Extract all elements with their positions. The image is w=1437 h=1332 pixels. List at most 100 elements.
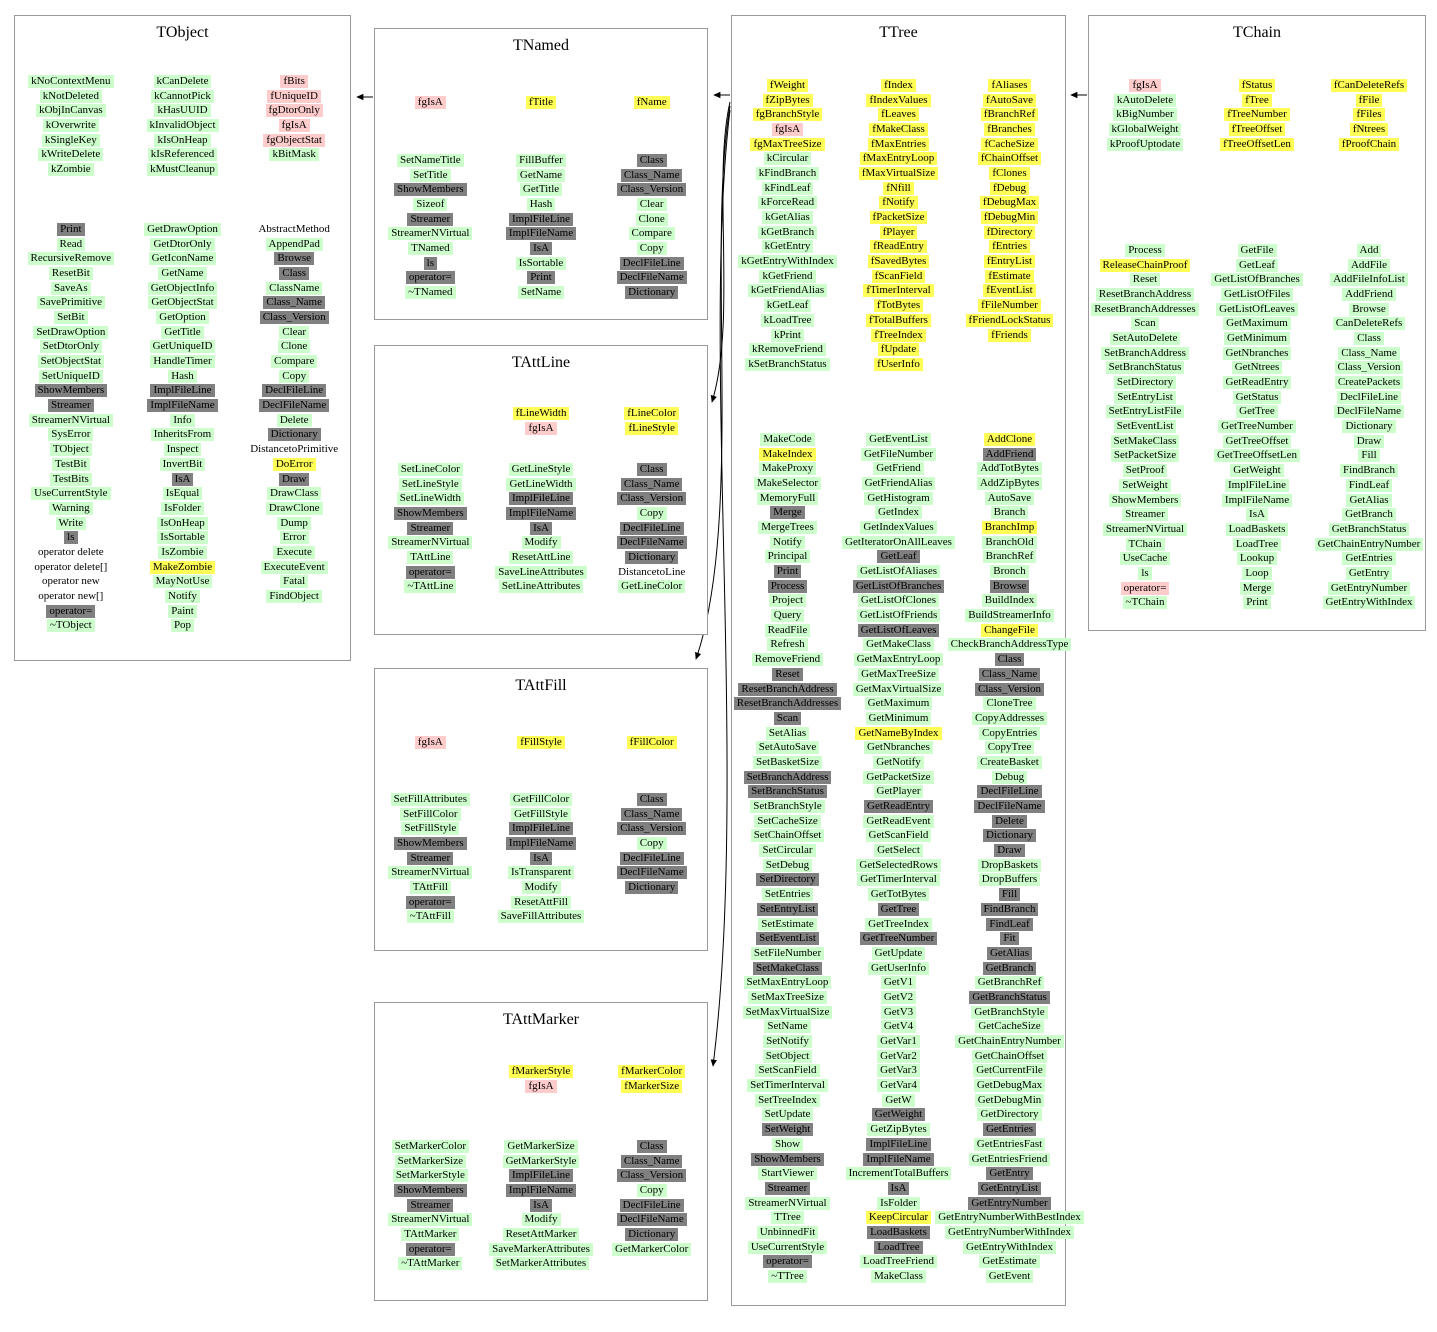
member-DeclFileName[interactable]: DeclFileName <box>616 1213 687 1227</box>
member-MakeSelector[interactable]: MakeSelector <box>753 476 822 490</box>
member-SetLineWidth[interactable]: SetLineWidth <box>396 492 464 506</box>
member-fEventList[interactable]: fEventList <box>983 284 1036 298</box>
member-DeclFileLine[interactable]: DeclFileLine <box>619 1198 684 1212</box>
member-Delete[interactable]: Delete <box>992 814 1027 828</box>
member-Loop[interactable]: Loop <box>1242 566 1272 580</box>
member-StreamerNVirtual[interactable]: StreamerNVirtual <box>745 1196 830 1210</box>
member-fEntries[interactable]: fEntries <box>989 240 1030 254</box>
member-SetDebug[interactable]: SetDebug <box>762 858 813 872</box>
member-GetMaxTreeSize[interactable]: GetMaxTreeSize <box>858 667 939 681</box>
member-Sizeof[interactable]: Sizeof <box>413 197 448 211</box>
member-kIsOnHeap[interactable]: kIsOnHeap <box>154 133 211 147</box>
member-SetFileNumber[interactable]: SetFileNumber <box>750 946 825 960</box>
member-SetDirectory[interactable]: SetDirectory <box>1113 376 1177 390</box>
member-DeclFileLine[interactable]: DeclFileLine <box>1336 390 1402 404</box>
member-StreamerNVirtual[interactable]: StreamerNVirtual <box>388 866 473 880</box>
member-LoadTreeFriend[interactable]: LoadTreeFriend <box>859 1255 938 1269</box>
member-fgObjectStat[interactable]: fgObjectStat <box>263 133 325 147</box>
member-SetMarkerColor[interactable]: SetMarkerColor <box>391 1139 470 1153</box>
member-KeepCircular[interactable]: KeepCircular <box>865 1211 932 1225</box>
member-SetScanField[interactable]: SetScanField <box>755 1064 820 1078</box>
member-ResetAttMarker[interactable]: ResetAttMarker <box>502 1227 580 1241</box>
member-ShowMembers[interactable]: ShowMembers <box>394 1183 467 1197</box>
member-LoadBaskets[interactable]: LoadBaskets <box>867 1225 930 1239</box>
member-kFindLeaf[interactable]: kFindLeaf <box>761 181 814 195</box>
member-Streamer[interactable]: Streamer <box>407 851 454 865</box>
member-Browse[interactable]: Browse <box>274 252 314 266</box>
member-ResetBit[interactable]: ResetBit <box>48 266 93 280</box>
member-GetReadEntry[interactable]: GetReadEntry <box>1222 376 1292 390</box>
member-SetMarkerAttributes[interactable]: SetMarkerAttributes <box>492 1257 590 1271</box>
member-kGetEntry[interactable]: kGetEntry <box>761 240 814 254</box>
member-Copy[interactable]: Copy <box>636 506 667 520</box>
member-DistancetoPrimitive[interactable]: DistancetoPrimitive <box>250 443 339 456</box>
member-~TAttMarker[interactable]: ~TAttMarker <box>398 1257 463 1271</box>
member-fgBranchStyle[interactable]: fgBranchStyle <box>752 108 823 122</box>
member-GetVar3[interactable]: GetVar3 <box>877 1064 920 1078</box>
member-ImplFileLine[interactable]: ImplFileLine <box>1224 478 1290 492</box>
member-FindLeaf[interactable]: FindLeaf <box>986 917 1033 931</box>
member-ExecuteEvent[interactable]: ExecuteEvent <box>260 560 328 574</box>
member-Fit[interactable]: Fit <box>1000 932 1019 946</box>
member-GetBranchStyle[interactable]: GetBranchStyle <box>971 1005 1048 1019</box>
member-Dictionary[interactable]: Dictionary <box>267 428 321 442</box>
member-GetTreeOffsetLen[interactable]: GetTreeOffsetLen <box>1213 449 1301 463</box>
member-GetFileNumber[interactable]: GetFileNumber <box>860 447 937 461</box>
member-ClassName[interactable]: ClassName <box>266 281 323 295</box>
member-DeclFileName[interactable]: DeclFileName <box>1333 405 1405 419</box>
member-GetEstimate[interactable]: GetEstimate <box>979 1255 1040 1269</box>
member-kGlobalWeight[interactable]: kGlobalWeight <box>1108 122 1182 136</box>
member-BuildStreamerInfo[interactable]: BuildStreamerInfo <box>965 609 1054 623</box>
member-kSingleKey[interactable]: kSingleKey <box>41 133 100 147</box>
member-GetCurrentFile[interactable]: GetCurrentFile <box>973 1064 1046 1078</box>
member-SetUpdate[interactable]: SetUpdate <box>761 1108 814 1122</box>
member-GetTreeNumber[interactable]: GetTreeNumber <box>1218 420 1296 434</box>
member-fFriends[interactable]: fFriends <box>988 328 1031 342</box>
member-GetEntryNumber[interactable]: GetEntryNumber <box>968 1196 1051 1210</box>
member-Compare[interactable]: Compare <box>271 355 318 369</box>
member-SetName[interactable]: SetName <box>764 1020 811 1034</box>
member-fFileNumber[interactable]: fFileNumber <box>978 299 1041 313</box>
member-Process[interactable]: Process <box>1125 243 1165 257</box>
member-GetBranch[interactable]: GetBranch <box>982 961 1037 975</box>
member-IsZombie[interactable]: IsZombie <box>158 545 207 559</box>
member-GetBranch[interactable]: GetBranch <box>1342 508 1396 522</box>
member-SetPacketSize[interactable]: SetPacketSize <box>1110 449 1180 463</box>
member-DrawClone[interactable]: DrawClone <box>265 501 323 515</box>
member-GetLeaf[interactable]: GetLeaf <box>1235 258 1279 272</box>
member-fMaxVirtualSize[interactable]: fMaxVirtualSize <box>858 166 939 180</box>
member-fgDtorOnly[interactable]: fgDtorOnly <box>265 104 323 118</box>
member-AutoSave[interactable]: AutoSave <box>984 491 1035 505</box>
member-ResetBranchAddress[interactable]: ResetBranchAddress <box>738 682 837 696</box>
member-SaveMarkerAttributes[interactable]: SaveMarkerAttributes <box>489 1242 593 1256</box>
member-GetWeight[interactable]: GetWeight <box>1230 464 1284 478</box>
member-GetListOfLeaves[interactable]: GetListOfLeaves <box>1216 302 1298 316</box>
member-ChangeFile[interactable]: ChangeFile <box>981 623 1038 637</box>
member-ImplFileLine[interactable]: ImplFileLine <box>508 492 574 506</box>
member-Modify[interactable]: Modify <box>521 536 561 550</box>
member-DeclFileLine[interactable]: DeclFileLine <box>619 521 684 535</box>
member-ImplFileName[interactable]: ImplFileName <box>1221 493 1293 507</box>
member-Fill[interactable]: Fill <box>998 888 1021 902</box>
member-kPrint[interactable]: kPrint <box>771 328 804 342</box>
class-title-tchain[interactable]: TChain <box>1233 24 1281 41</box>
member-GetMakeClass[interactable]: GetMakeClass <box>863 638 934 652</box>
member-AddClone[interactable]: AddClone <box>983 432 1036 446</box>
member-fIndex[interactable]: fIndex <box>881 78 916 92</box>
member-Print[interactable]: Print <box>57 222 85 236</box>
member-Class_Name[interactable]: Class_Name <box>1338 346 1400 360</box>
member-Browse[interactable]: Browse <box>989 579 1030 593</box>
member-Class_Version[interactable]: Class_Version <box>617 183 687 197</box>
member-SetEntries[interactable]: SetEntries <box>761 888 814 902</box>
member-Hash[interactable]: Hash <box>168 369 197 383</box>
member-GetDirectory[interactable]: GetDirectory <box>977 1108 1042 1122</box>
member-GetMaxEntryLoop[interactable]: GetMaxEntryLoop <box>853 653 944 667</box>
member-fMarkerStyle[interactable]: fMarkerStyle <box>508 1064 574 1078</box>
member-ls[interactable]: ls <box>64 531 78 545</box>
member-Class_Name[interactable]: Class_Name <box>620 1154 683 1168</box>
member-TestBits[interactable]: TestBits <box>49 472 92 486</box>
member-Branch[interactable]: Branch <box>990 506 1029 520</box>
member-GetObjectInfo[interactable]: GetObjectInfo <box>147 281 218 295</box>
member-kGetAlias[interactable]: kGetAlias <box>762 211 813 225</box>
member-operator=[interactable]: operator= <box>405 271 455 285</box>
